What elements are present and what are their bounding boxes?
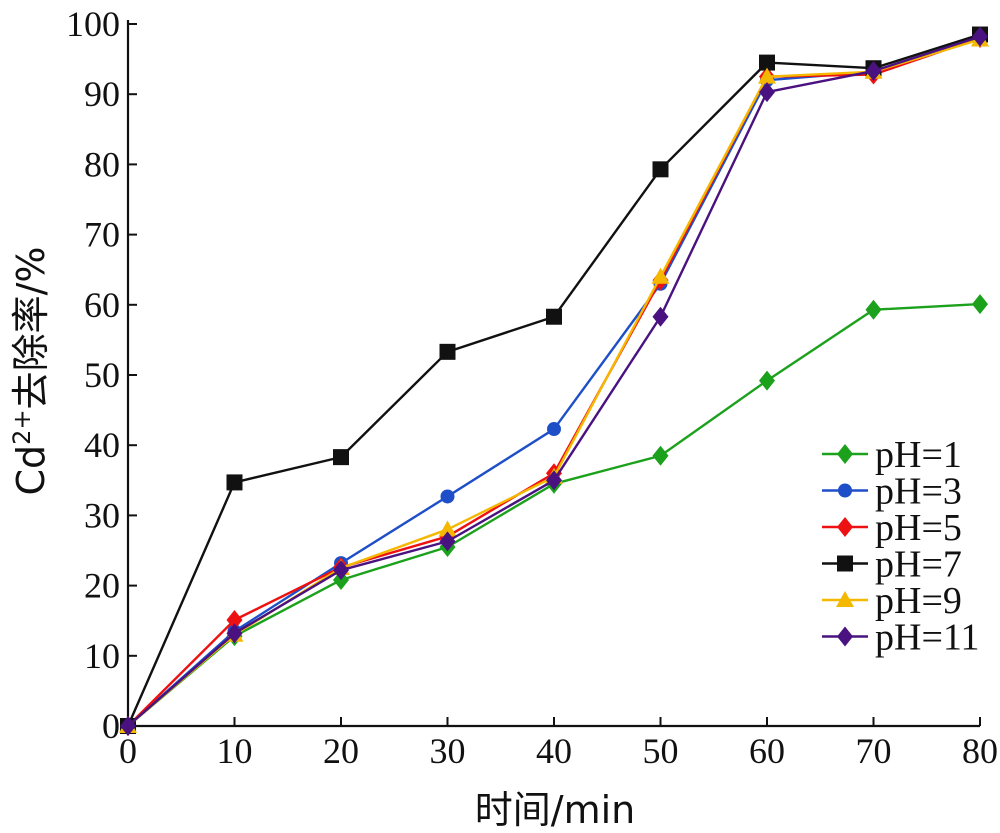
x-tick-label: 80 <box>962 731 998 771</box>
y-axis-title: Cd2+去除率/% <box>8 247 53 496</box>
data-point <box>759 54 775 71</box>
legend-item: pH=7 <box>822 544 962 586</box>
data-point <box>439 343 456 360</box>
y-tick-label: 90 <box>84 74 120 114</box>
legend: pH=1pH=3pH=5pH=7pH=9pH=11 <box>822 434 979 659</box>
legend-item: pH=11 <box>822 617 979 659</box>
y-tick-label: 40 <box>84 425 120 465</box>
x-tick-label: 20 <box>323 731 359 771</box>
series-1 <box>120 294 988 736</box>
data-point <box>759 82 775 103</box>
legend-label: pH=11 <box>875 617 979 659</box>
data-point <box>438 520 457 537</box>
series-3 <box>120 28 988 736</box>
x-tick-label: 30 <box>430 731 466 771</box>
data-point <box>652 161 669 178</box>
x-tick-label: 50 <box>643 731 679 771</box>
data-point <box>652 306 669 327</box>
legend-label: pH=3 <box>875 471 962 513</box>
data-point <box>120 716 136 736</box>
series-line <box>127 38 981 727</box>
y-tick-label: 100 <box>66 4 120 44</box>
data-point <box>440 489 455 504</box>
y-tick-label: 10 <box>84 636 120 676</box>
data-point <box>226 609 243 630</box>
legend-item: pH=3 <box>822 471 962 513</box>
legend-swatch-marker <box>836 591 854 607</box>
y-tick-label: 60 <box>84 285 120 325</box>
y-axis-title-prefix: Cd <box>9 445 53 496</box>
legend-item: pH=9 <box>822 580 962 622</box>
data-point <box>226 623 243 644</box>
y-axis-title-suffix: 去除率/% <box>9 247 53 410</box>
data-point <box>547 422 561 437</box>
data-point <box>865 61 882 82</box>
data-point <box>865 299 882 320</box>
legend-label: pH=5 <box>875 507 962 549</box>
data-point <box>439 531 456 552</box>
legend-swatch-marker <box>837 444 853 464</box>
legend-item: pH=5 <box>822 507 962 549</box>
legend-label: pH=1 <box>875 434 962 476</box>
legend-swatch-marker <box>838 483 852 498</box>
data-point <box>333 449 349 466</box>
series-6 <box>120 26 988 736</box>
data-point <box>651 267 670 284</box>
y-tick-label: 30 <box>84 495 120 535</box>
y-tick-label: 20 <box>84 566 120 606</box>
x-tick-label: 60 <box>749 731 785 771</box>
legend-item: pH=1 <box>822 434 962 476</box>
data-point <box>333 560 349 581</box>
data-point <box>972 294 988 315</box>
data-point <box>759 370 775 391</box>
data-point <box>758 67 776 84</box>
legend-swatch-marker <box>837 626 853 647</box>
y-axis-title-superscript: 2+ <box>8 409 36 444</box>
data-point <box>546 308 562 325</box>
axes: 0 10 20 30 40 50 60 70 80 90 100 0 10 20 30 40 50 60 70 80 <box>66 4 998 771</box>
data-point <box>972 26 988 47</box>
x-tick-label: 0 <box>119 731 137 771</box>
y-tick-label: 0 <box>102 706 120 746</box>
legend-swatch-marker <box>837 555 853 572</box>
legend-swatch-marker <box>837 517 853 537</box>
x-axis-title: 时间/min <box>475 788 635 832</box>
legend-label: pH=9 <box>875 580 962 622</box>
data-point <box>546 470 562 491</box>
y-tick-label: 80 <box>84 144 120 184</box>
legend-label: pH=7 <box>875 544 962 586</box>
series-line <box>127 302 981 727</box>
x-tick-label: 40 <box>536 731 572 771</box>
data-point <box>226 474 243 491</box>
y-tick-label: 70 <box>84 215 120 255</box>
x-tick-label: 70 <box>856 731 892 771</box>
y-tick-label: 50 <box>84 355 120 395</box>
series-group <box>119 26 989 736</box>
x-tick-label: 10 <box>217 731 253 771</box>
data-point <box>652 445 669 466</box>
